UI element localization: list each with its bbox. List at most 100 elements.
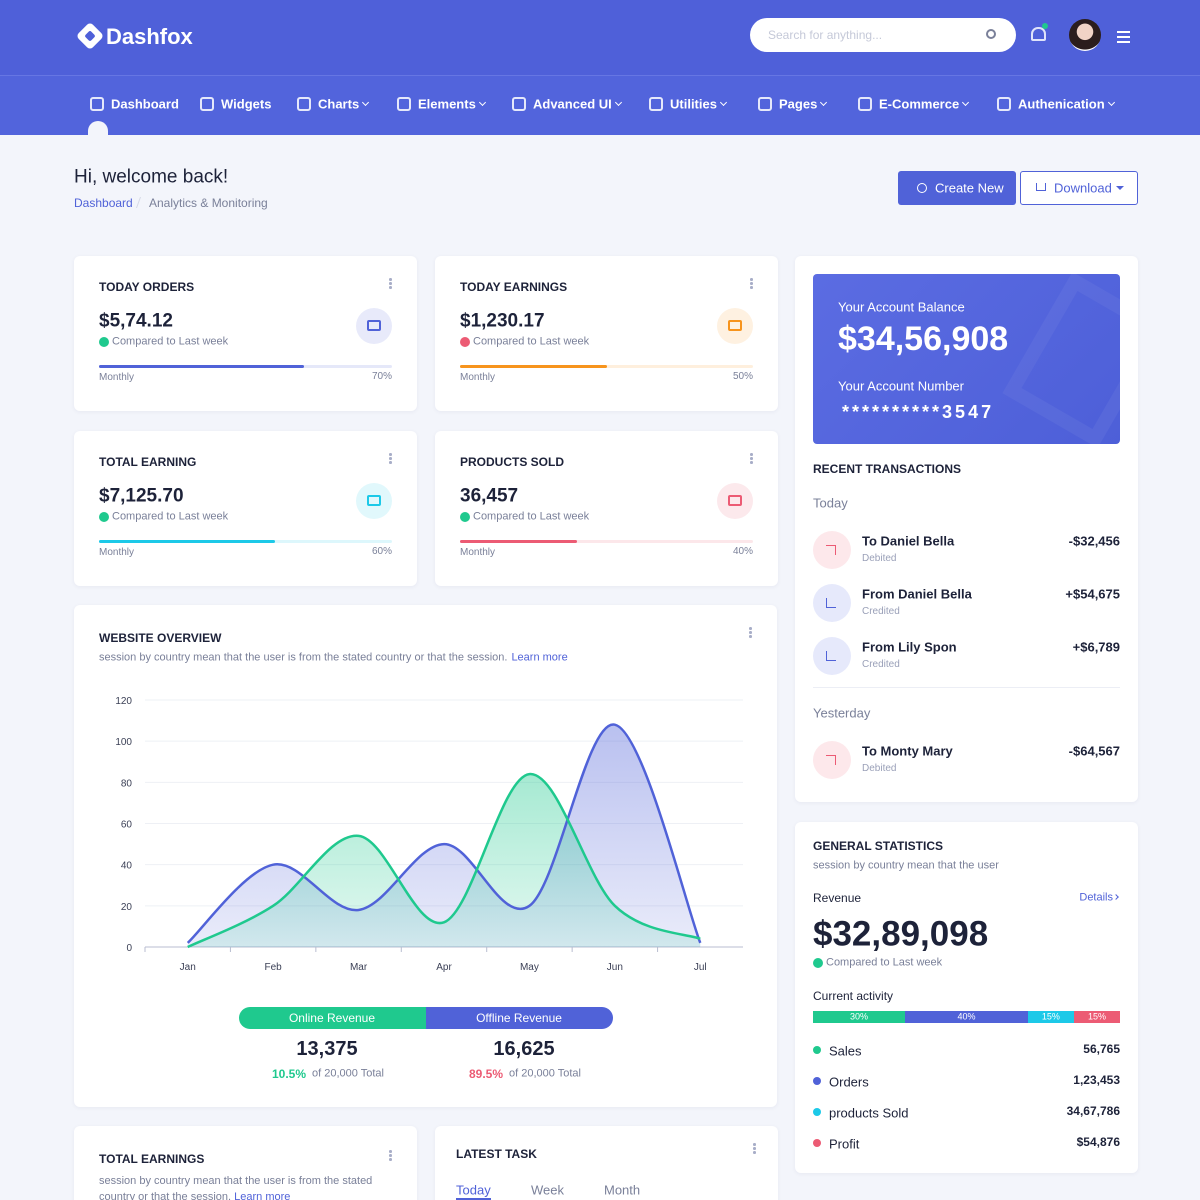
menu-dot[interactable] — [753, 1147, 756, 1150]
progress-label: 50% — [732, 371, 753, 382]
trend-icon — [460, 337, 470, 347]
total-value: 13,375 — [296, 1038, 358, 1060]
balance-label: Your Account Balance — [838, 299, 965, 315]
legend-name: Profit — [829, 1136, 860, 1152]
menu-dot[interactable] — [389, 1150, 392, 1153]
menu-dot[interactable] — [389, 461, 392, 464]
nav-item[interactable]: Utilities — [670, 96, 717, 112]
legend-dot — [813, 1108, 821, 1116]
revenue-label: Revenue — [813, 891, 862, 905]
stat-icon — [717, 483, 753, 519]
activity-segment-label: 40% — [957, 1011, 976, 1022]
stats-card — [795, 822, 1138, 1173]
stat-glyph — [728, 495, 742, 506]
transactions-title: RECENT TRANSACTIONS — [813, 462, 962, 476]
menu-dot[interactable] — [389, 286, 392, 289]
earnings-description: session by country mean that the user is… — [99, 1173, 379, 1200]
task-tab[interactable]: Month — [604, 1182, 641, 1198]
trend-icon — [460, 512, 470, 522]
task-tab[interactable]: Week — [531, 1182, 564, 1198]
legend-value: 1,23,453 — [1073, 1073, 1120, 1087]
nav-icon — [200, 97, 214, 111]
progress-track — [460, 365, 753, 368]
legend-dot — [813, 1077, 821, 1085]
search-box[interactable] — [750, 18, 1016, 52]
menu-dot[interactable] — [749, 635, 752, 638]
series-legend: Offline Revenue — [476, 1011, 562, 1025]
legend-dot — [813, 1139, 821, 1147]
overview-link[interactable]: Learn more — [511, 651, 568, 664]
nav-icon — [649, 97, 663, 111]
overview-title: WEBSITE OVERVIEW — [99, 631, 222, 645]
menu-dot[interactable] — [749, 631, 752, 634]
earnings-card — [74, 1126, 417, 1200]
earnings-title: TOTAL EARNINGS — [99, 1152, 205, 1166]
stat-card — [435, 431, 778, 586]
transaction-status: Credited — [862, 659, 900, 670]
total-note: of 20,000 Total — [509, 1067, 581, 1080]
menu-line[interactable] — [1117, 41, 1130, 43]
legend-name: products Sold — [829, 1105, 909, 1121]
legend-value: 34,67,786 — [1066, 1104, 1120, 1118]
nav-item[interactable]: Pages — [779, 96, 818, 112]
menu-dot[interactable] — [389, 457, 392, 460]
nav-item[interactable]: E-Commerce — [879, 96, 960, 112]
transaction-amount: +$54,675 — [1065, 586, 1120, 602]
nav-item[interactable]: Advanced UI — [533, 96, 612, 112]
legend-name: Orders — [829, 1074, 869, 1090]
nav-item[interactable]: Widgets — [221, 96, 272, 112]
nav-item[interactable]: Authenication — [1018, 96, 1105, 112]
nav-icon — [758, 97, 772, 111]
progress-fill — [99, 365, 305, 368]
menu-dot[interactable] — [753, 1151, 756, 1154]
menu-dot[interactable] — [750, 461, 753, 464]
breadcrumb-sep — [135, 197, 142, 208]
search-placeholder: Search for anything... — [768, 28, 883, 42]
create-label: Create New — [935, 180, 1004, 196]
legend-value: 56,765 — [1083, 1042, 1120, 1056]
menu-line[interactable] — [1117, 36, 1130, 38]
nav-item[interactable]: Charts — [318, 96, 360, 112]
download-icon — [1036, 183, 1046, 191]
activity-label: Current activity — [813, 989, 894, 1003]
menu-dot[interactable] — [750, 286, 753, 289]
earnings-text: session by country mean that the user is… — [99, 1175, 373, 1200]
breadcrumb-current: Analytics & Monitoring — [149, 196, 268, 210]
stat-value: $5,74.12 — [99, 310, 173, 332]
activity-segment — [905, 1011, 1028, 1023]
nav-item[interactable]: Elements — [418, 96, 476, 112]
menu-dot[interactable] — [389, 1158, 392, 1161]
transaction-amount: +$6,789 — [1072, 639, 1120, 655]
menu-dot[interactable] — [750, 457, 753, 460]
stat-glyph — [367, 320, 381, 331]
breadcrumb-link[interactable]: Dashboard — [74, 196, 133, 210]
search-icon — [986, 29, 996, 39]
menu-dot[interactable] — [750, 453, 753, 456]
trend-icon — [99, 337, 109, 347]
task-title: LATEST TASK — [456, 1147, 537, 1161]
progress-fill — [99, 540, 275, 543]
bell-icon[interactable] — [1031, 27, 1046, 41]
nav-item[interactable]: Dashboard — [111, 96, 179, 112]
menu-dot[interactable] — [753, 1143, 756, 1146]
overview-card — [74, 605, 777, 1107]
menu-dot[interactable] — [389, 1154, 392, 1157]
progress-track — [460, 540, 753, 543]
earnings-link[interactable]: Learn more — [234, 1191, 291, 1200]
menu-dot[interactable] — [750, 282, 753, 285]
stat-icon — [717, 308, 753, 344]
transaction-name: From Lily Spon — [862, 639, 957, 655]
legend-value: $54,876 — [1076, 1135, 1120, 1149]
task-tab[interactable]: Today — [456, 1182, 491, 1198]
menu-dot[interactable] — [749, 627, 752, 630]
transaction-name: To Daniel Bella — [862, 533, 955, 549]
menu-dot[interactable] — [389, 282, 392, 285]
stat-comparison: Compared to Last week — [473, 335, 590, 348]
menu-dot[interactable] — [389, 453, 392, 456]
progress-label: 60% — [371, 546, 392, 557]
menu-dot[interactable] — [389, 278, 392, 281]
menu-dot[interactable] — [750, 278, 753, 281]
transaction-status: Credited — [862, 606, 900, 617]
menu-line[interactable] — [1117, 31, 1130, 33]
details-link[interactable]: Details — [1079, 891, 1113, 904]
